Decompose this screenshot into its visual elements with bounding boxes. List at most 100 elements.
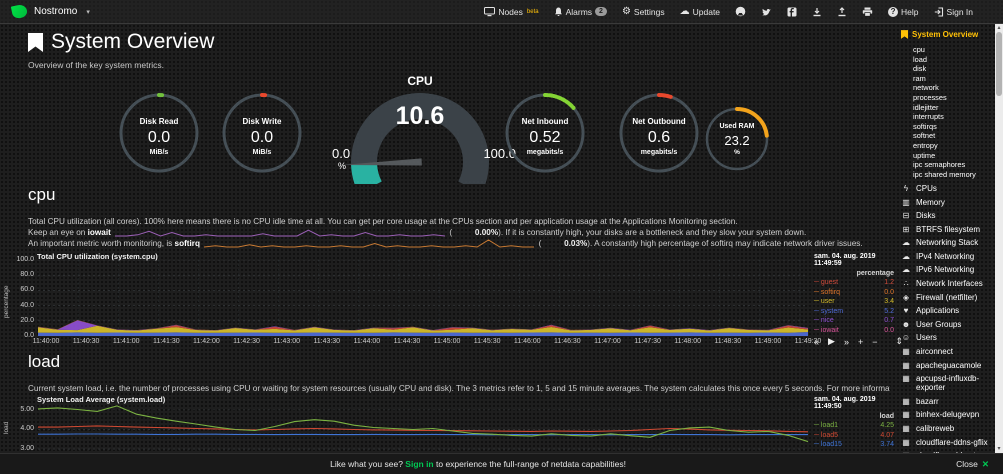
sidebar-item-system-overview[interactable]: System Overview	[901, 30, 993, 39]
sidebar-subitem-softirqs[interactable]: softirqs	[913, 121, 937, 131]
netdata-logo-icon	[10, 3, 29, 20]
sidebar-item-users[interactable]: ☺ Users	[901, 333, 937, 343]
y-axis-tick: 80.0	[20, 271, 34, 279]
bell-icon	[554, 7, 562, 16]
sign-in-button[interactable]: Sign In	[934, 7, 973, 17]
alarm-count-badge: 2	[595, 7, 607, 16]
softirq-sparkline	[204, 239, 535, 248]
twitter-icon	[762, 8, 772, 16]
legend-series-load1[interactable]: ─ load1 4.25	[814, 422, 894, 429]
banner-close-button[interactable]: Close ✕	[956, 458, 989, 470]
scrollbar-thumb[interactable]	[996, 32, 1002, 96]
gauge-disk-read[interactable]: Disk Read 0.0 MiB/s	[117, 91, 201, 175]
section-heading-cpu: cpu	[28, 185, 56, 204]
legend-series-iowait[interactable]: ─ iowait 0.0	[814, 326, 894, 334]
sidebar-item-binhex-delugevpn[interactable]: ▦ binhex-delugevpn	[902, 410, 980, 420]
gauge-units: %	[338, 161, 347, 171]
pan-back-button[interactable]: «	[814, 336, 820, 347]
sidebar-item-network-interfaces[interactable]: ∴ Network Interfaces	[901, 279, 993, 288]
legend-series-nice[interactable]: ─ nice 0.7	[814, 317, 894, 324]
cpu-chart-plot[interactable]	[38, 260, 808, 336]
nodes-button[interactable]: Nodes beta	[484, 6, 539, 17]
legend-series-load15[interactable]: ─ load15 3.74	[814, 441, 894, 448]
update-button[interactable]: ☁ Update	[679, 5, 721, 17]
sidebar-subitem-network[interactable]: network	[913, 83, 939, 93]
sidebar-subitem-cpu[interactable]: cpu	[913, 45, 925, 54]
legend-series-load5[interactable]: ─ load5 4.07	[814, 431, 894, 439]
sidebar-subitem-interrupts[interactable]: interrupts	[913, 112, 944, 122]
x-axis-tick: 11:44:30	[393, 338, 421, 345]
cpu-description-3: An important metric worth monitoring, is…	[28, 239, 863, 248]
gauge-cpu[interactable]: CPU 10.6 0.0 100.0 %	[322, 74, 518, 184]
twitter-link[interactable]	[761, 7, 772, 17]
sidebar-subitem-disk[interactable]: disk	[913, 64, 927, 74]
x-axis-tick: 11:46:30	[553, 338, 581, 345]
sidebar-subitem-softnet[interactable]: softnet	[913, 131, 936, 141]
sidebar-item-user-groups[interactable]: ☻ User Groups	[901, 319, 962, 329]
settings-button[interactable]: ⚙ Settings	[621, 5, 665, 17]
sidebar-item-memory[interactable]: ▥ Memory	[902, 197, 945, 207]
alarms-button[interactable]: Alarms 2	[554, 7, 607, 17]
brand-menu[interactable]: Nostromo ▾	[10, 3, 90, 20]
pan-forward-button[interactable]: »	[843, 336, 849, 347]
github-link[interactable]	[735, 6, 746, 17]
import-button[interactable]	[837, 6, 847, 17]
gauge-used-ram[interactable]: Used RAM 23.2 %	[703, 105, 771, 173]
zoom-out-button[interactable]: −	[872, 336, 878, 347]
scroll-up-arrow[interactable]: ▴	[997, 25, 1001, 31]
x-axis-tick: 11:41:30	[152, 338, 180, 345]
sidebar-item-cpus[interactable]: ϟ CPUs	[901, 184, 993, 193]
gauge-units: %	[734, 149, 740, 156]
download-icon	[813, 7, 821, 16]
sidebar-item-apcupsd-influxdb-exporter[interactable]: ▦ apcupsd-influxdb-exporter	[902, 374, 980, 393]
sidebar-subitem-ipc-semaphores[interactable]: ipc semaphores	[913, 160, 966, 170]
load-description: Current system load, i.e. the number of …	[28, 384, 890, 393]
sidebar-subitem-ram[interactable]: ram	[913, 73, 926, 83]
x-axis-tick: 11:41:00	[112, 338, 140, 345]
legend-series-guest[interactable]: ─ guest 1.2	[814, 279, 894, 286]
load-chart-plot[interactable]	[38, 403, 808, 453]
sidebar-subitem-entropy[interactable]: entropy	[913, 140, 938, 150]
scroll-down-arrow[interactable]: ▾	[997, 446, 1001, 452]
sidebar-subitem-ipc-shared-memory[interactable]: ipc shared memory	[913, 169, 976, 179]
facebook-link[interactable]	[787, 7, 797, 17]
resize-handle[interactable]: ⇕	[895, 336, 904, 346]
page-scrollbar[interactable]: ▴ ▾	[995, 24, 1003, 453]
gauge-value: 0.0	[250, 129, 274, 146]
gauge-disk-write[interactable]: Disk Write 0.0 MiB/s	[220, 91, 304, 175]
close-icon: ✕	[981, 458, 989, 469]
help-button[interactable]: ? Help	[888, 6, 919, 17]
sidebar-item-btrfs-filesystem[interactable]: ⊞ BTRFS filesystem	[902, 224, 981, 234]
sidebar-item-firewall-netfilter-[interactable]: ◈ Firewall (netfilter)	[902, 292, 978, 302]
export-button[interactable]	[812, 7, 822, 17]
sidebar-subitem-load[interactable]: load	[913, 54, 927, 64]
upload-icon	[838, 6, 846, 16]
sidebar-item-apacheguacamole[interactable]: ▦ apacheguacamole	[902, 360, 982, 370]
sidebar-item-disks[interactable]: ⊟ Disks	[902, 211, 936, 221]
sidebar-subitem-idlejitter[interactable]: idlejitter	[913, 102, 939, 112]
sidebar-subitem-processes[interactable]: processes	[913, 92, 947, 102]
legend-series-system[interactable]: ─ system 5.2	[814, 307, 894, 315]
facebook-icon	[787, 7, 797, 16]
sidebar-item-ipv6-networking[interactable]: ☁ IPv6 Networking	[902, 265, 975, 275]
gauge-net-outbound[interactable]: Net Outbound 0.6 megabits/s	[617, 91, 701, 175]
footer-sign-in-link[interactable]: Sign in	[405, 459, 434, 469]
sidebar-item-bazarr[interactable]: ▦ bazarr	[902, 396, 939, 406]
gauge-net-inbound[interactable]: Net Inbound 0.52 megabits/s	[503, 91, 587, 175]
sidebar-item-ipv4-networking[interactable]: ☁ IPv4 Networking	[902, 251, 975, 261]
grid-icon: ▦	[902, 410, 910, 420]
sidebar-item-cloudflare-ddns-gflix[interactable]: ▦ cloudflare-ddns-gflix	[902, 437, 988, 447]
play-button[interactable]: ▶	[828, 336, 835, 346]
folder-icon: ⊞	[902, 224, 910, 234]
sidebar-item-applications[interactable]: ♥ Applications	[901, 306, 993, 315]
legend-series-softirq[interactable]: ─ softirq 0.0	[814, 288, 894, 296]
zoom-in-button[interactable]: +	[857, 336, 864, 347]
sidebar-item-calibreweb[interactable]: ▦ calibreweb	[902, 424, 955, 433]
legend-series-user[interactable]: ─ user 3.4	[814, 298, 894, 305]
print-button[interactable]	[862, 7, 873, 17]
sidebar-item-networking-stack[interactable]: ☁ Networking Stack	[902, 238, 979, 248]
sidebar-subitem-uptime[interactable]: uptime	[913, 150, 936, 160]
sidebar-item-airconnect[interactable]: ▦ airconnect	[902, 347, 953, 357]
sidebar-item-cloudflare-ddns-tr[interactable]: ▦cloudflare-ddns-tr	[901, 451, 993, 453]
grid-icon: ▦	[902, 347, 910, 357]
